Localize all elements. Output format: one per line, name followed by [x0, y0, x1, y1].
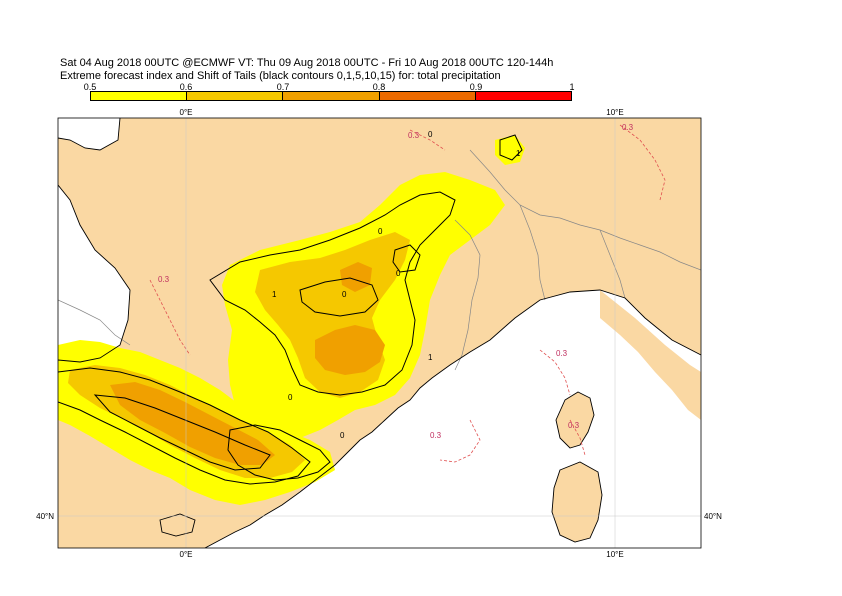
- title-line-2: Extreme forecast index and Shift of Tail…: [60, 70, 501, 82]
- efi-dashed-label: 0.3: [556, 349, 568, 358]
- lon-label-top: 0°E: [180, 108, 193, 117]
- colorbar-segment-08: [379, 92, 476, 100]
- lon-label-top-2: 10°E: [606, 108, 623, 117]
- contour-label: 0: [288, 393, 293, 402]
- map-frame: [57, 117, 702, 549]
- efi-area-07-center: [315, 325, 385, 375]
- colorbar-tick-5: 1: [569, 82, 575, 92]
- lat-label-left: 40°N: [36, 512, 54, 521]
- land-sardinia: [552, 462, 602, 542]
- land-corsica: [556, 392, 594, 448]
- efi-dashed-labels: 0.3 0.3 0.3 0.3 0.3 0.3: [158, 123, 634, 440]
- lat-label-right: 40°N: [704, 512, 722, 521]
- efi-dashed-contours: [149, 124, 666, 463]
- bay-of-biscay-2: [58, 185, 130, 362]
- coastlines: [58, 118, 701, 548]
- lon-label-bottom-2: 10°E: [606, 550, 623, 559]
- colorbar-tick-3: 0.8: [372, 82, 386, 92]
- title-line-1: Sat 04 Aug 2018 00UTC @ECMWF VT: Thu 09 …: [60, 57, 554, 69]
- efi-dashed-label: 0.3: [622, 123, 634, 132]
- contour-label: 0: [342, 290, 347, 299]
- colorbar-tick-1: 0.6: [179, 82, 193, 92]
- colorbar-tick-0: 0.5: [83, 82, 97, 92]
- contour-label: 0: [378, 227, 383, 236]
- colorbar-segment-09: [475, 92, 572, 100]
- colorbar-segment-07: [283, 92, 380, 100]
- graticule: [58, 118, 701, 548]
- efi-area-05-alps: [495, 135, 525, 165]
- efi-dashed-label: 0.3: [158, 275, 170, 284]
- contour-label: 1: [428, 353, 433, 362]
- efi-dashed-label: 0.3: [568, 421, 580, 430]
- contour-label: 1: [272, 290, 277, 299]
- contour-label: 0: [396, 269, 401, 278]
- colorbar-segment-06: [187, 92, 284, 100]
- contour-label: 0: [340, 431, 345, 440]
- efi-dashed-label: 0.3: [408, 131, 420, 140]
- bay-of-biscay: [58, 118, 120, 150]
- efi-area-07-north: [340, 262, 372, 292]
- contour-label: 0: [428, 130, 433, 139]
- colorbar-tick-2: 0.7: [276, 82, 290, 92]
- efi-dashed-label: 0.3: [430, 431, 442, 440]
- land-italy: [600, 290, 701, 420]
- lon-label-bottom: 0°E: [180, 550, 193, 559]
- colorbar: [90, 91, 572, 101]
- colorbar-segment-05: [91, 92, 188, 100]
- colorbar-tick-4: 0.9: [469, 82, 483, 92]
- contour-label: 1: [516, 149, 521, 158]
- sot-contours: [58, 134, 523, 485]
